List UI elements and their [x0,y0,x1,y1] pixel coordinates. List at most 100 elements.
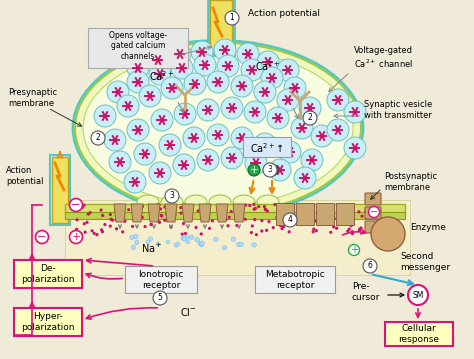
Circle shape [327,119,349,141]
Circle shape [267,107,289,129]
Circle shape [289,221,292,224]
Circle shape [100,209,103,212]
Circle shape [253,208,256,211]
Circle shape [174,103,196,125]
Circle shape [229,210,233,213]
Text: Enzyme: Enzyme [410,224,446,233]
Circle shape [171,57,193,79]
Circle shape [316,214,319,217]
Circle shape [101,230,104,233]
FancyBboxPatch shape [296,203,314,225]
Circle shape [363,259,377,273]
Circle shape [119,207,123,210]
Circle shape [244,101,266,123]
FancyBboxPatch shape [316,203,334,225]
Circle shape [244,218,247,221]
Circle shape [263,205,266,208]
Circle shape [294,167,316,189]
Circle shape [169,43,191,65]
Circle shape [135,240,139,244]
Circle shape [173,154,195,176]
Circle shape [92,232,96,235]
Circle shape [358,228,362,231]
Circle shape [197,99,219,121]
Circle shape [242,205,245,209]
Circle shape [337,222,340,225]
Circle shape [107,81,129,103]
Circle shape [159,208,162,211]
Circle shape [184,73,206,95]
Text: Cellular
response: Cellular response [399,324,439,344]
Circle shape [283,213,297,227]
Polygon shape [114,204,126,222]
Circle shape [261,67,283,89]
Text: +: + [71,232,81,242]
Circle shape [94,105,116,127]
Bar [88,28,188,68]
Circle shape [197,149,219,171]
Circle shape [220,212,223,215]
Circle shape [255,233,258,236]
Circle shape [284,77,306,99]
Circle shape [254,133,276,155]
Circle shape [111,219,114,222]
Circle shape [70,230,82,243]
Circle shape [91,131,105,145]
Circle shape [188,211,191,214]
Bar [14,260,82,288]
Circle shape [197,209,200,213]
Circle shape [208,227,211,230]
Circle shape [335,227,338,230]
Bar [208,0,234,55]
Bar [14,308,82,336]
Circle shape [408,285,428,305]
Circle shape [161,77,183,99]
Circle shape [214,39,236,61]
Circle shape [134,234,138,239]
Circle shape [225,209,228,213]
Circle shape [159,134,181,156]
Circle shape [371,217,405,251]
Circle shape [127,119,149,141]
Ellipse shape [209,195,231,209]
Circle shape [179,206,182,209]
Text: Opens voltage-
gated calcium
channels: Opens voltage- gated calcium channels [109,31,167,61]
Circle shape [194,54,216,76]
Circle shape [358,229,361,232]
Text: Presynaptic
membrane: Presynaptic membrane [8,88,57,108]
Circle shape [244,204,247,207]
Bar [125,266,197,293]
Circle shape [141,216,144,219]
Text: Action potential: Action potential [248,9,320,19]
Circle shape [214,237,218,242]
Circle shape [310,208,314,211]
Circle shape [248,204,251,207]
Circle shape [227,224,229,227]
Circle shape [121,230,124,233]
Circle shape [231,237,236,242]
Circle shape [104,129,126,151]
Polygon shape [182,204,194,222]
Text: SM: SM [412,290,424,299]
Circle shape [224,218,228,221]
Circle shape [368,206,380,218]
Ellipse shape [137,195,159,209]
Bar [65,200,410,275]
Text: 1: 1 [229,14,234,23]
Circle shape [191,41,213,63]
Circle shape [289,222,292,225]
Text: Na$^+$: Na$^+$ [141,242,163,255]
Circle shape [151,109,173,131]
Circle shape [131,245,136,250]
Circle shape [156,242,160,246]
Circle shape [180,211,182,215]
Circle shape [299,97,321,119]
Circle shape [156,203,159,206]
Circle shape [146,240,150,244]
Circle shape [144,225,147,228]
Circle shape [339,222,342,225]
Circle shape [257,205,260,208]
Circle shape [174,206,177,209]
Circle shape [194,226,198,229]
Circle shape [231,127,253,149]
